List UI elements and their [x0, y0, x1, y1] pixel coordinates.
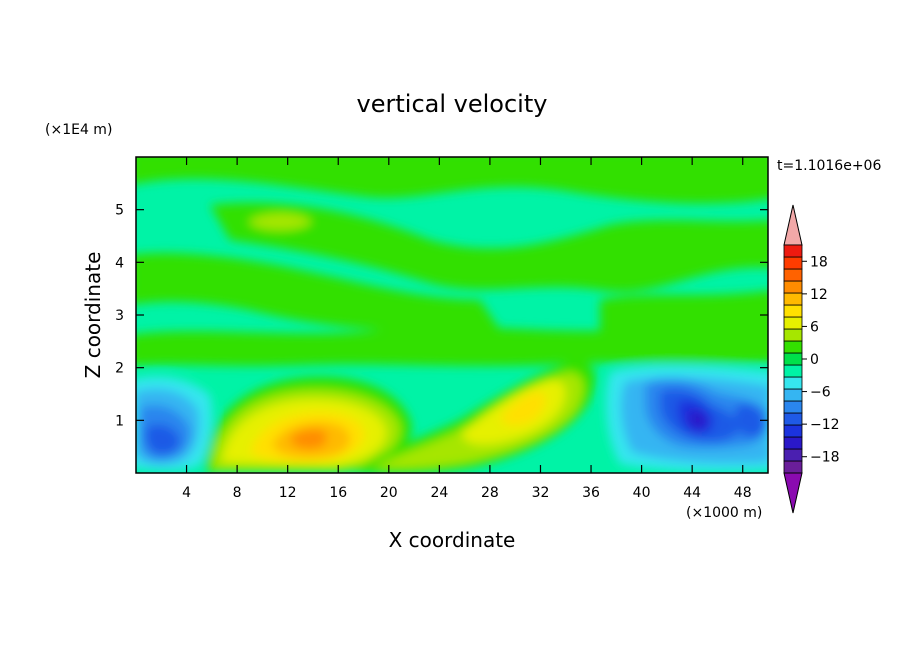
y-tick-label: 5	[115, 203, 124, 219]
y-tick-label: 3	[115, 308, 124, 324]
x-tick-label: 20	[380, 485, 398, 501]
x-tick-label: 24	[430, 485, 448, 501]
y-axis-title: Z coordinate	[81, 252, 105, 379]
x-unit-label: (×1000 m)	[686, 505, 762, 521]
mid-positive-band	[210, 202, 768, 292]
colorbar-tick-label: −6	[810, 385, 831, 401]
colorbar-swatch	[783, 256, 803, 270]
left-mid-band	[136, 253, 500, 332]
colorbar-swatch	[783, 448, 803, 462]
colorbar-swatch	[783, 292, 803, 306]
colorbar-swatch	[783, 280, 803, 294]
updraft-2-core	[500, 391, 547, 426]
x-tick-label: 48	[734, 485, 752, 501]
weak-updraft-upper	[248, 213, 312, 231]
plot-area	[136, 157, 768, 473]
colorbar-swatch	[783, 268, 803, 282]
downdraft-right-secondary	[734, 403, 766, 438]
colorbar-swatch	[783, 400, 803, 414]
colorbar-swatch	[783, 364, 803, 378]
downdraft-right-core	[688, 410, 707, 429]
x-tick-label: 32	[532, 485, 550, 501]
x-axis-title: X coordinate	[389, 528, 516, 552]
x-tick-label: 12	[279, 485, 297, 501]
colorbar-swatch	[783, 340, 803, 354]
time-label: t=1.1016e+06	[777, 158, 881, 174]
colorbar-swatch	[783, 460, 803, 474]
x-tick-label: 4	[182, 485, 191, 501]
chart-title: vertical velocity	[357, 90, 548, 118]
downdraft-left-core	[145, 424, 180, 455]
x-tick-label: 8	[233, 485, 242, 501]
colorbar-swatch	[783, 436, 803, 450]
colorbar: −18 −12 −6 0 6 12 18	[783, 204, 840, 514]
colorbar-swatch	[783, 424, 803, 438]
x-axis: 4 8 12 16 20 24 28 32 36 40 44 48	[182, 157, 752, 501]
x-tick-label: 44	[683, 485, 701, 501]
y-unit-label: (×1E4 m)	[45, 122, 112, 138]
colorbar-tick-label: 12	[810, 287, 828, 303]
colorbar-tick-label: −12	[810, 417, 840, 433]
colorbar-swatch	[783, 388, 803, 402]
colorbar-swatch	[783, 376, 803, 390]
colorbar-swatch	[783, 244, 803, 258]
x-tick-label: 40	[633, 485, 651, 501]
colorbar-swatch	[783, 328, 803, 342]
x-tick-label: 16	[329, 485, 347, 501]
x-tick-label: 36	[582, 485, 600, 501]
colorbar-tick-label: 6	[810, 319, 819, 335]
colorbar-swatch	[783, 352, 803, 366]
x-tick-label: 28	[481, 485, 499, 501]
colorbar-over-arrow	[783, 204, 803, 246]
upper-positive-band	[136, 157, 768, 204]
colorbar-swatch	[783, 316, 803, 330]
colorbar-under-arrow	[783, 472, 803, 514]
y-tick-label: 4	[115, 255, 124, 271]
colorbar-tick-label: 18	[810, 254, 828, 270]
y-tick-label: 1	[115, 413, 124, 429]
y-axis: 1 2 3 4 5	[115, 203, 768, 429]
colorbar-swatch	[783, 412, 803, 426]
colorbar-tick-label: −18	[810, 450, 840, 466]
y-tick-label: 2	[115, 361, 124, 377]
updraft-1-core	[290, 429, 327, 449]
colorbar-tick-label: 0	[810, 352, 819, 368]
contour-fields	[136, 157, 768, 473]
turbulent-layer	[136, 326, 768, 366]
colorbar-swatch	[783, 304, 803, 318]
